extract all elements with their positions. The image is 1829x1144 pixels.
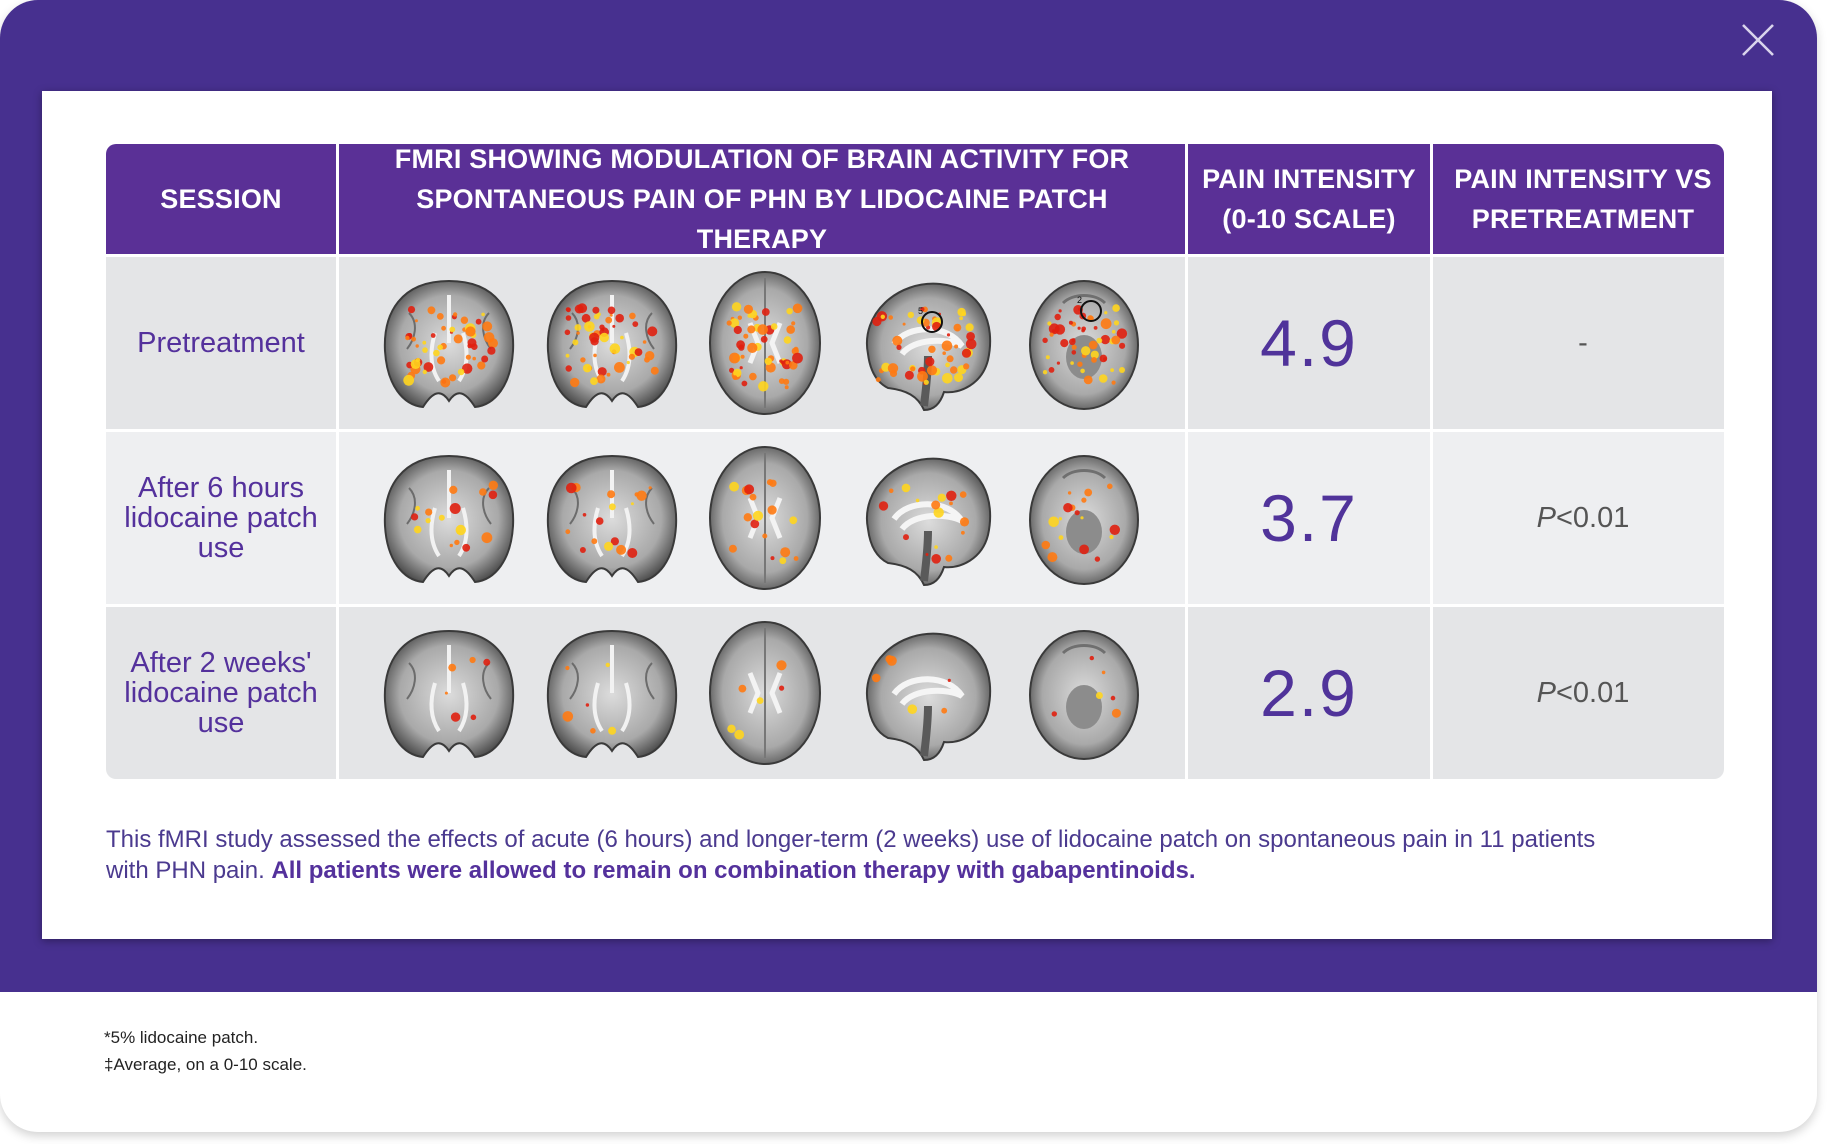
sagittal-brain-scan (865, 457, 991, 587)
caption-bold: All patients were allowed to remain on c… (271, 857, 1196, 884)
footnotes: *5% lidocaine patch. ‡Average, on a 0-10… (104, 1024, 307, 1078)
coronal-brain-scan (547, 279, 678, 409)
row-session-label: After 2 weeks' lidocaine patch use (106, 607, 336, 779)
coronal-brain-scan (383, 454, 514, 584)
p-value-prefix: P (1536, 676, 1556, 709)
sagittal-brain-scan (865, 632, 991, 762)
row-session-label: Pretreatment (106, 257, 336, 429)
footnote: ‡Average, on a 0-10 scale. (104, 1055, 307, 1074)
axial-brain-scan (708, 446, 821, 590)
roi-label: 2 (1077, 295, 1082, 305)
coronal-brain-scan (383, 279, 514, 409)
header-pain-vs-pretreatment: PAIN INTENSITY VS PRETREATMENT (1433, 144, 1724, 254)
row-session-label: After 6 hours lidocaine patch use (106, 432, 336, 604)
header-session: SESSION (106, 144, 336, 254)
study-caption: This fMRI study assessed the effects of … (106, 824, 1606, 886)
caption-text: This fMRI study assessed the effects of … (106, 826, 1596, 884)
brain-scan-strip (339, 607, 1185, 779)
fmri-table: SESSION FMRI SHOWING MODULATION OF BRAIN… (106, 144, 1724, 779)
header-fmri: FMRI SHOWING MODULATION OF BRAIN ACTIVIT… (339, 144, 1185, 254)
p-value-prefix: P (1536, 501, 1556, 534)
brain-scan-strip (339, 432, 1185, 604)
p-value-text: <0.01 (1555, 676, 1630, 709)
footnote: *5% lidocaine patch. (104, 1028, 259, 1047)
coronal-brain-scan (383, 629, 514, 759)
pain-score: 2.9 (1188, 607, 1430, 779)
close-button[interactable] (1738, 20, 1778, 60)
coronal-brain-scan (547, 629, 678, 759)
close-icon (1742, 24, 1774, 56)
p-value-text: <0.01 (1555, 501, 1630, 534)
coronal-brain-scan (547, 454, 678, 584)
roi-label: 5 (918, 306, 923, 316)
p-value: P <0.01 (1433, 607, 1724, 779)
axial-brain-scan (1029, 630, 1140, 760)
p-value: - (1433, 257, 1724, 429)
axial-brain-scan (708, 621, 821, 765)
axial-brain-scan: 2 (1029, 280, 1140, 410)
axial-brain-scan (708, 271, 821, 415)
axial-brain-scan (1029, 455, 1140, 585)
p-value-text: - (1578, 326, 1588, 359)
header-pain-intensity: PAIN INTENSITY (0-10 SCALE) (1188, 144, 1430, 254)
content-panel: SESSION FMRI SHOWING MODULATION OF BRAIN… (42, 91, 1772, 939)
pain-score: 3.7 (1188, 432, 1430, 604)
pain-score: 4.9 (1188, 257, 1430, 429)
p-value: P <0.01 (1433, 432, 1724, 604)
sagittal-brain-scan: 5 (865, 282, 991, 412)
